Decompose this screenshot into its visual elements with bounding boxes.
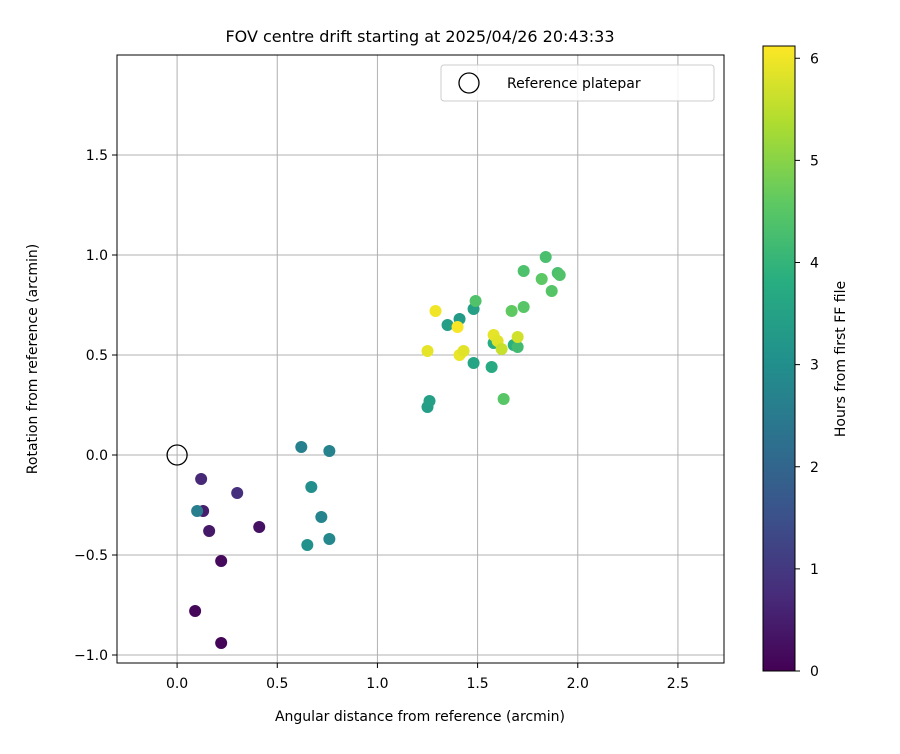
y-tick-label: 0.0 [86, 448, 108, 464]
colorbar-tick-label: 2 [810, 460, 819, 476]
y-tick-label: 0.5 [86, 348, 108, 364]
data-point [517, 265, 530, 277]
x-tick-label: 1.0 [366, 676, 388, 692]
grid-lines [117, 55, 724, 663]
x-tick-label: 0.5 [266, 676, 288, 692]
data-point [451, 321, 464, 333]
reference-platepar-marker [166, 444, 188, 466]
data-point [301, 539, 314, 551]
data-point [535, 273, 548, 285]
x-tick-label: 1.5 [466, 676, 488, 692]
data-point [423, 395, 436, 407]
data-point [497, 393, 510, 405]
data-point [511, 331, 524, 343]
colorbar-ticks: 0 1 2 3 4 5 6 [795, 51, 819, 680]
legend: Reference platepar [440, 64, 715, 102]
data-point [315, 511, 328, 523]
data-point [505, 305, 518, 317]
data-point [495, 343, 508, 355]
y-axis-ticks: −1.0 −0.5 0.0 0.5 1.0 1.5 [74, 148, 117, 664]
y-tick-label: −1.0 [74, 648, 108, 664]
data-point [539, 251, 552, 263]
data-point [553, 269, 566, 281]
y-tick-label: 1.5 [86, 148, 108, 164]
data-point [195, 473, 208, 485]
x-tick-label: 2.5 [667, 676, 689, 692]
data-point [305, 481, 318, 493]
data-point [191, 505, 204, 517]
plot-frame [116, 54, 725, 664]
data-point [215, 637, 228, 649]
data-point [323, 533, 336, 545]
y-axis-label: Rotation from reference (arcmin) [25, 244, 41, 474]
chart-title: FOV centre drift starting at 2025/04/26 … [225, 27, 614, 46]
colorbar-tick-label: 5 [810, 153, 819, 169]
x-tick-label: 2.0 [567, 676, 589, 692]
colorbar-tick-label: 3 [810, 358, 819, 374]
colorbar-label: Hours from first FF file [833, 281, 849, 437]
data-point [441, 319, 454, 331]
data-point [511, 341, 524, 353]
colorbar-tick-label: 6 [810, 51, 819, 67]
data-point [421, 345, 434, 357]
data-point [203, 525, 216, 537]
data-point [323, 445, 336, 457]
data-point [517, 301, 530, 313]
x-tick-label: 0.0 [166, 676, 188, 692]
plot-area [116, 54, 725, 664]
data-point [295, 441, 308, 453]
data-points [189, 251, 566, 649]
data-point [189, 605, 202, 617]
data-point [253, 521, 266, 533]
y-tick-label: −0.5 [74, 548, 108, 564]
colorbar-gradient [762, 45, 796, 672]
x-axis-label: Angular distance from reference (arcmin) [275, 709, 565, 725]
y-tick-label: 1.0 [86, 248, 108, 264]
data-point [467, 357, 480, 369]
data-point [215, 555, 228, 567]
data-point [231, 487, 244, 499]
legend-reference-marker-icon [458, 72, 480, 94]
data-point [457, 345, 470, 357]
data-point [545, 285, 558, 297]
colorbar: 0 1 2 3 4 5 6 Hours from first FF file [762, 45, 849, 680]
data-point [429, 305, 442, 317]
colorbar-tick-label: 1 [810, 562, 819, 578]
reference-marker-group [166, 444, 188, 466]
colorbar-tick-label: 0 [810, 664, 819, 680]
colorbar-tick-label: 4 [810, 256, 819, 272]
legend-label: Reference platepar [507, 76, 641, 92]
x-axis-ticks: 0.0 0.5 1.0 1.5 2.0 2.5 [166, 663, 689, 692]
data-point [469, 295, 482, 307]
legend-box [440, 64, 715, 102]
data-point [485, 361, 498, 373]
